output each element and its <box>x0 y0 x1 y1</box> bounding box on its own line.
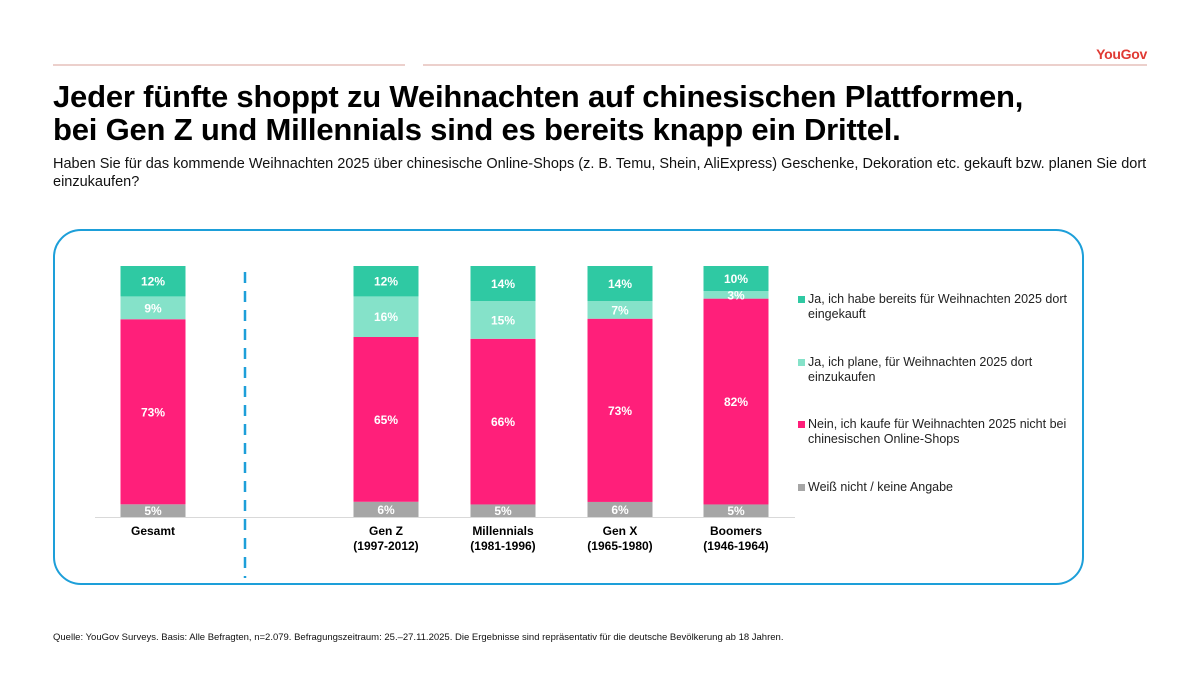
data-label: 5% <box>144 504 162 518</box>
data-label: 15% <box>491 313 515 327</box>
bar-segment-gen-x-s3 <box>587 266 653 302</box>
data-label: 65% <box>374 413 398 427</box>
source-footnote: Quelle: YouGov Surveys. Basis: Alle Befr… <box>53 632 784 643</box>
page-title: Jeder fünfte shoppt zu Weihnachten auf c… <box>53 80 1163 146</box>
legend-label: Ja, ich habe bereits für Weihnachten 202… <box>808 292 1067 321</box>
legend-item-bought: Ja, ich habe bereits für Weihnachten 202… <box>797 292 1078 322</box>
data-label: 14% <box>608 277 632 291</box>
data-label: 10% <box>724 272 748 286</box>
data-label: 12% <box>141 275 165 289</box>
legend-swatch-icon <box>798 296 805 303</box>
bar-segment-boomers-s3 <box>703 266 769 292</box>
data-label: 66% <box>491 415 515 429</box>
data-label: 6% <box>377 503 395 517</box>
legend-label: Ja, ich plane, für Weihnachten 2025 dort… <box>808 355 1033 384</box>
category-label: Gen Z <box>369 524 403 538</box>
header-rule-right <box>423 64 1147 66</box>
title-line-1: Jeder fünfte shoppt zu Weihnachten auf c… <box>53 79 1024 114</box>
data-label: 5% <box>727 504 745 518</box>
data-label: 9% <box>144 301 162 315</box>
bar-segment-gesamt-s2 <box>120 296 186 320</box>
bar-segment-gesamt-s0 <box>120 504 186 517</box>
data-label: 6% <box>611 503 629 517</box>
legend-swatch-icon <box>798 421 805 428</box>
bar-segment-gen-x-s1 <box>587 318 653 502</box>
chart-panel <box>53 229 1084 585</box>
data-label: 73% <box>608 404 632 418</box>
bar-segment-gen-z-s2 <box>353 296 419 337</box>
bar-segment-millennials-s0 <box>470 504 536 517</box>
data-label: 7% <box>611 303 629 317</box>
bar-segment-boomers-s2 <box>703 291 769 299</box>
legend-item-dont-know: Weiß nicht / keine Angabe <box>797 480 1078 495</box>
bar-segment-boomers-s1 <box>703 298 769 505</box>
legend-item-no: Nein, ich kaufe für Weihnachten 2025 nic… <box>797 417 1078 447</box>
yougov-logo: YouGov <box>1096 46 1147 62</box>
legend-label: Weiß nicht / keine Angabe <box>808 480 953 494</box>
data-label: 82% <box>724 395 748 409</box>
category-label: Gesamt <box>131 524 175 538</box>
category-label: Boomers <box>710 524 762 538</box>
category-sublabel: (1965-1980) <box>587 539 652 553</box>
bar-segment-gen-x-s0 <box>587 501 653 517</box>
data-label: 16% <box>374 310 398 324</box>
bar-segment-millennials-s3 <box>470 266 536 302</box>
category-label: Gen X <box>603 524 638 538</box>
bar-segment-gesamt-s1 <box>120 319 186 505</box>
bar-segment-millennials-s2 <box>470 301 536 339</box>
legend-swatch-icon <box>798 359 805 366</box>
data-label: 5% <box>494 504 512 518</box>
legend-label: Nein, ich kaufe für Weihnachten 2025 nic… <box>808 417 1067 446</box>
data-label: 3% <box>727 288 745 302</box>
bar-segment-boomers-s0 <box>703 504 769 517</box>
category-sublabel: (1981-1996) <box>470 539 535 553</box>
category-sublabel: (1946-1964) <box>703 539 768 553</box>
survey-question: Haben Sie für das kommende Weihnachten 2… <box>53 156 1147 190</box>
title-line-2: bei Gen Z und Millennials sind es bereit… <box>53 112 901 147</box>
data-label: 14% <box>491 277 515 291</box>
data-label: 12% <box>374 275 398 289</box>
legend-swatch-icon <box>798 484 805 491</box>
data-label: 73% <box>141 405 165 419</box>
header-rule-left <box>53 64 405 66</box>
bar-segment-gesamt-s3 <box>120 266 186 297</box>
legend-item-planning: Ja, ich plane, für Weihnachten 2025 dort… <box>797 355 1078 385</box>
category-label: Millennials <box>472 524 534 538</box>
bar-segment-millennials-s1 <box>470 338 536 505</box>
bar-segment-gen-x-s2 <box>587 301 653 319</box>
bar-segment-gen-z-s0 <box>353 501 419 517</box>
bar-segment-gen-z-s1 <box>353 336 419 502</box>
bar-segment-gen-z-s3 <box>353 266 419 297</box>
category-sublabel: (1997-2012) <box>353 539 418 553</box>
